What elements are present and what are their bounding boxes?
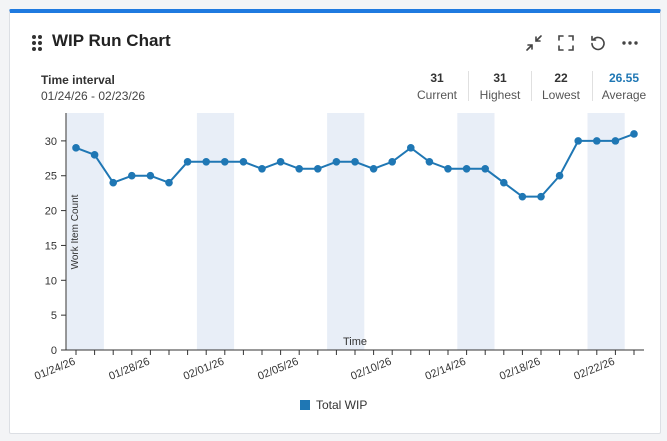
stat-current: 31 Current <box>412 71 462 102</box>
stat-lowest-label: Lowest <box>541 88 581 102</box>
legend-swatch <box>300 400 310 410</box>
data-point <box>481 164 490 173</box>
y-tick-label: 25 <box>45 171 57 183</box>
data-point <box>165 178 173 187</box>
x-tick-label: 02/05/26 <box>256 356 300 383</box>
more-options-icon[interactable] <box>620 33 640 53</box>
y-tick-label: 20 <box>45 206 57 218</box>
x-tick-label: 02/10/26 <box>349 356 393 383</box>
data-point <box>202 157 210 166</box>
weekend-band <box>327 113 365 350</box>
stat-current-value: 31 <box>430 71 444 85</box>
stat-average: 26.55 Average <box>598 71 650 102</box>
weekend-band <box>457 113 495 350</box>
x-tick-label: 01/28/26 <box>107 356 151 383</box>
data-point <box>221 157 229 166</box>
data-point <box>388 157 397 166</box>
data-point <box>444 164 452 173</box>
drag-handle-icon[interactable] <box>32 35 44 51</box>
x-tick-label: 02/14/26 <box>424 356 468 383</box>
data-point <box>611 137 620 145</box>
wip-run-chart-card: WIP Run Chart Time interval 01/24/26 - 0… <box>9 9 661 434</box>
data-point <box>630 130 638 138</box>
time-interval-value: 01/24/26 - 02/23/26 <box>41 89 146 103</box>
weekend-band <box>196 113 235 350</box>
data-point <box>555 171 564 180</box>
y-tick-label: 30 <box>45 136 57 148</box>
y-tick-label: 0 <box>51 345 57 357</box>
data-point <box>425 157 434 166</box>
collapse-icon[interactable] <box>524 33 544 53</box>
data-point <box>109 178 117 187</box>
stat-average-label: Average <box>601 88 647 102</box>
data-point <box>351 157 359 166</box>
y-tick-label: 5 <box>51 310 57 322</box>
refresh-icon[interactable] <box>588 33 608 53</box>
y-tick-label: 10 <box>45 275 57 287</box>
data-point <box>369 164 378 173</box>
data-point <box>314 164 322 173</box>
data-point <box>537 192 545 201</box>
stat-current-label: Current <box>416 88 457 102</box>
fullscreen-icon[interactable] <box>556 33 576 53</box>
data-point <box>128 171 136 180</box>
chart-legend[interactable]: Total WIP <box>300 398 367 412</box>
data-point <box>500 178 508 187</box>
data-point <box>276 157 285 166</box>
stat-lowest-value: 22 <box>554 71 568 85</box>
stat-highest: 31 Highest <box>475 71 525 102</box>
data-point <box>462 164 471 173</box>
stat-lowest: 22 Lowest <box>536 71 586 102</box>
data-point <box>183 157 192 166</box>
y-axis-label: Work Item Count <box>70 194 81 269</box>
stat-highest-label: Highest <box>479 88 521 102</box>
weekend-band <box>66 113 104 350</box>
widget-title: WIP Run Chart <box>52 31 171 50</box>
x-tick-label: 01/24/26 <box>33 356 77 383</box>
x-axis-label: Time <box>343 336 367 348</box>
data-point <box>574 137 582 145</box>
weekend-band <box>587 113 625 350</box>
x-tick-label: 02/22/26 <box>572 356 616 383</box>
data-point <box>90 151 99 159</box>
data-point <box>72 144 80 152</box>
data-point <box>518 192 527 201</box>
x-tick-label: 02/01/26 <box>182 356 226 383</box>
data-point <box>407 144 415 152</box>
card-header: WIP Run Chart <box>10 13 660 69</box>
data-point <box>239 157 248 166</box>
data-point <box>146 171 155 180</box>
data-point <box>332 157 341 166</box>
time-interval-label: Time interval <box>41 73 115 87</box>
data-point <box>258 164 266 173</box>
y-tick-label: 15 <box>45 240 57 252</box>
legend-label: Total WIP <box>316 398 368 412</box>
stat-highest-value: 31 <box>493 71 507 85</box>
x-tick-label: 02/18/26 <box>498 356 542 383</box>
stat-divider <box>468 71 469 101</box>
data-point <box>295 164 304 173</box>
data-point <box>593 137 601 145</box>
stat-divider <box>592 71 593 101</box>
stat-divider <box>531 71 532 101</box>
stat-average-value: 26.55 <box>608 71 640 85</box>
